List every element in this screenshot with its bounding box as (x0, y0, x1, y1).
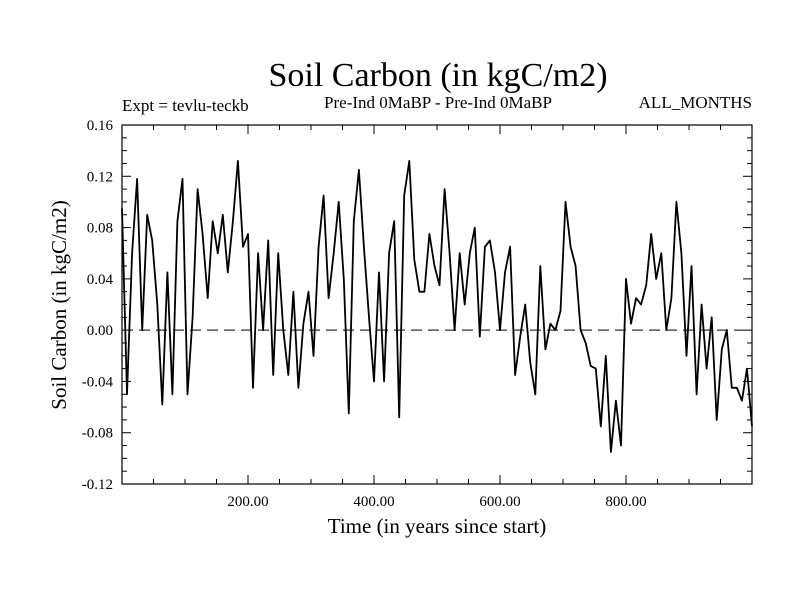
period-label: ALL_MONTHS (639, 93, 752, 112)
comparison-label: Pre-Ind 0MaBP - Pre-Ind 0MaBP (324, 93, 552, 112)
x-tick-label: 800.00 (605, 494, 646, 510)
y-tick-labels: -0.12 -0.08 -0.04 0.00 0.04 0.08 0.12 0.16 (82, 118, 114, 493)
x-tick-label: 200.00 (227, 494, 268, 510)
x-axis-label: Time (in years since start) (328, 514, 547, 538)
y-tick-label: -0.04 (82, 374, 114, 390)
x-tick-label: 400.00 (353, 494, 394, 510)
chart-title: Soil Carbon (in kgC/m2) (268, 57, 607, 94)
y-tick-label: 0.04 (87, 272, 114, 288)
y-tick-label: -0.08 (82, 426, 113, 442)
y-axis-label: Soil Carbon (in kgC/m2) (47, 200, 71, 409)
y-tick-label: -0.12 (82, 477, 113, 493)
plot-frame (121, 124, 753, 485)
x-tick-labels: 200.00 400.00 600.00 800.00 (227, 494, 646, 510)
y-tick-label: 0.08 (87, 221, 113, 237)
x-tick-label: 600.00 (479, 494, 520, 510)
expt-label: Expt = tevlu-teckb (122, 96, 249, 115)
series-line (121, 160, 753, 453)
y-tick-label: 0.16 (87, 118, 114, 134)
y-tick-label: 0.00 (87, 323, 113, 339)
y-tick-label: 0.12 (87, 169, 113, 185)
tick-marks (122, 124, 752, 485)
